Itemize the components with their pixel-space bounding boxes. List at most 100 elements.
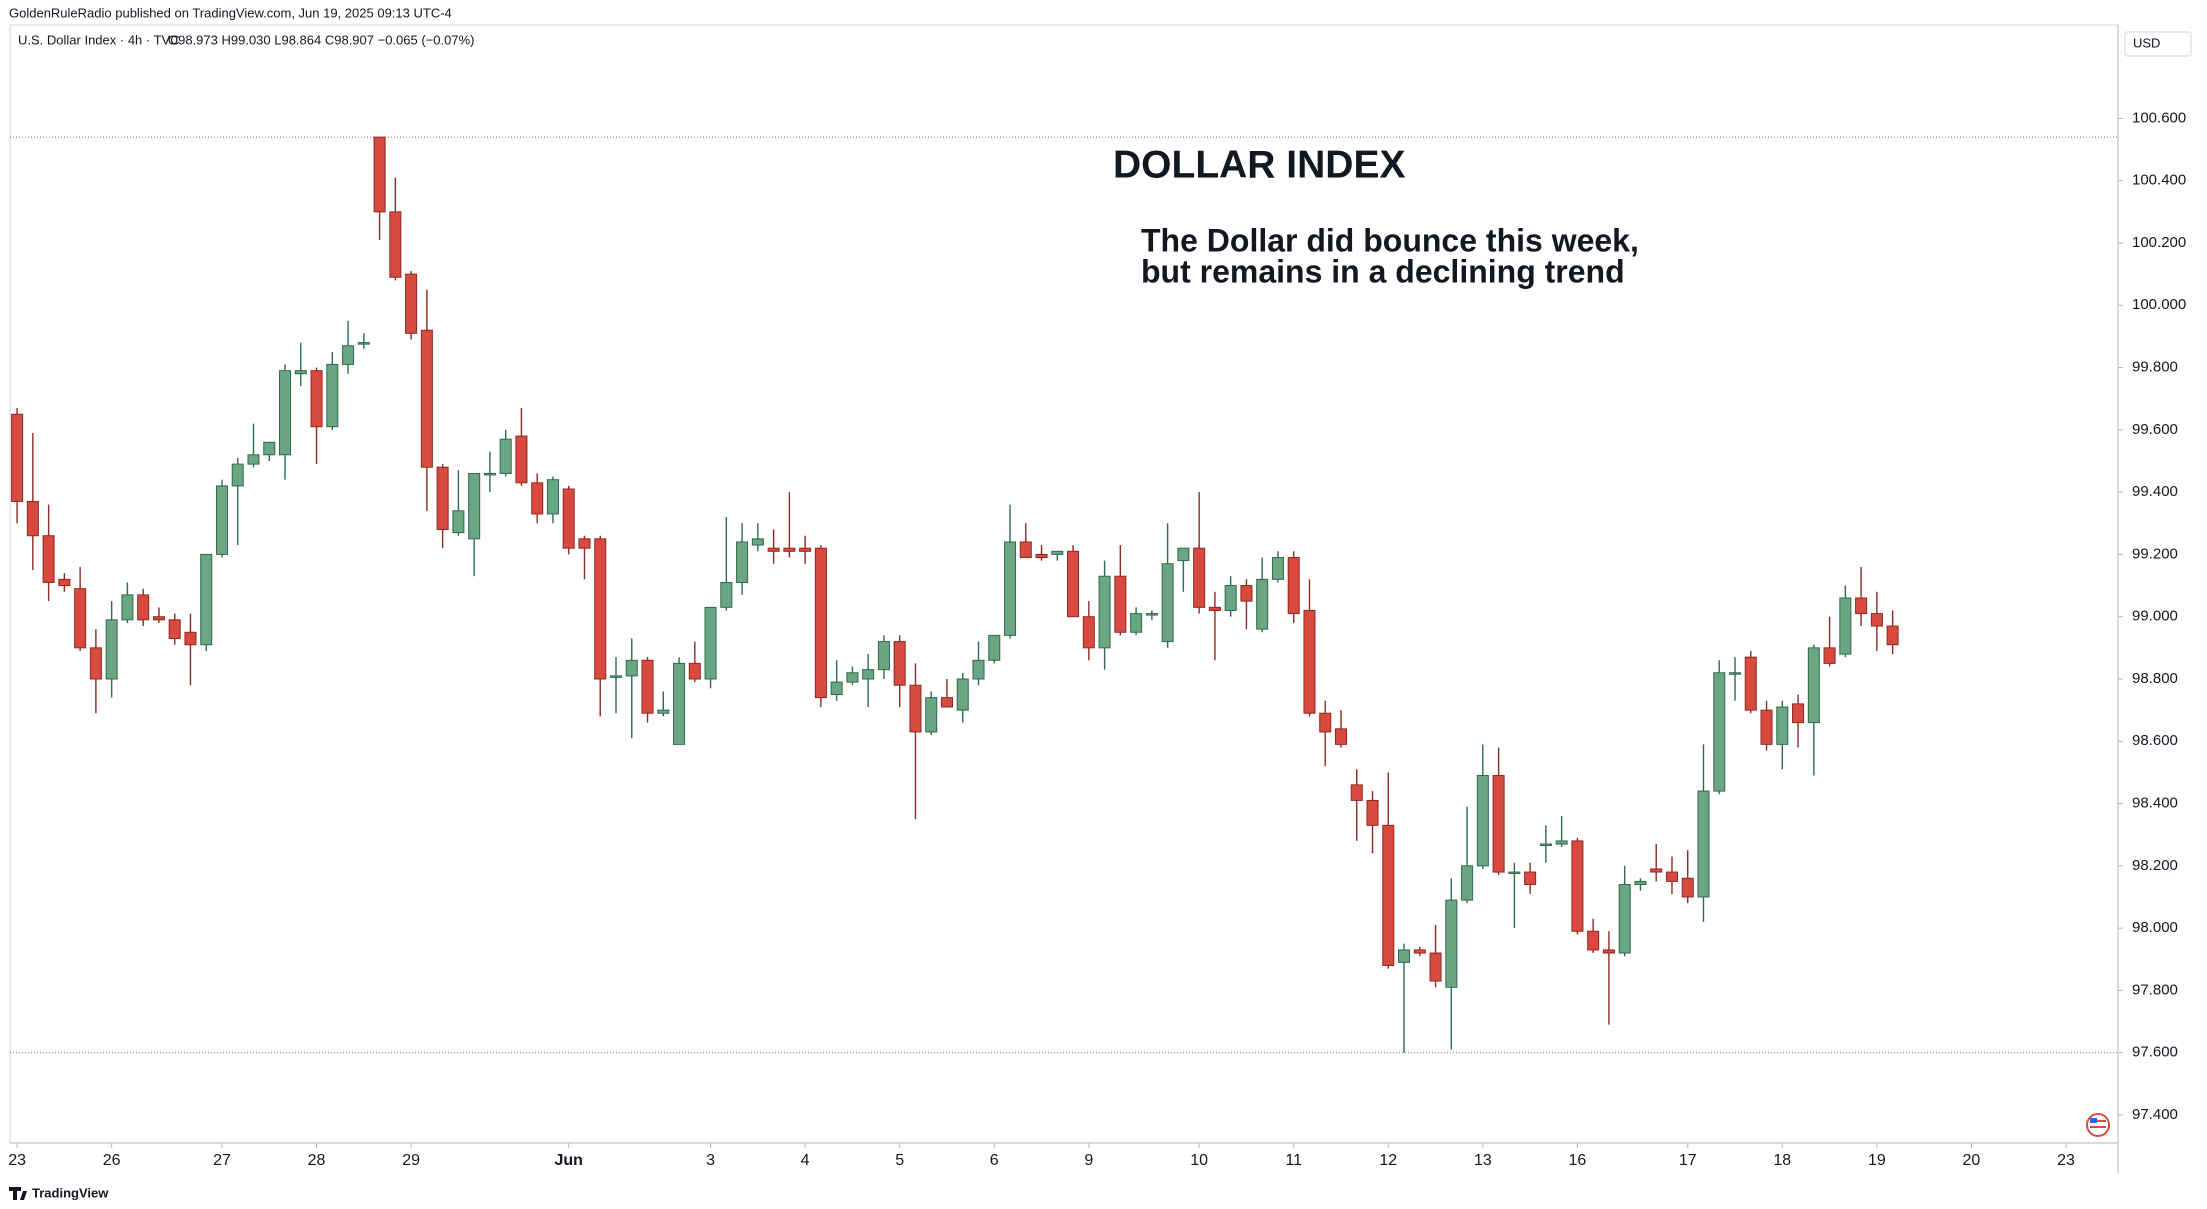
candle-body — [1319, 712, 1332, 733]
candle-body — [1035, 553, 1048, 559]
x-tick-label: 18 — [1773, 1152, 1791, 1169]
candle-body — [609, 675, 623, 678]
candle-body — [1082, 616, 1095, 649]
candle-body — [137, 594, 150, 621]
candle-body — [1555, 840, 1568, 845]
candle-body — [531, 482, 544, 515]
candle-body — [877, 641, 890, 671]
candle-body — [988, 634, 1001, 661]
candle-body — [1839, 597, 1852, 655]
candle-body — [846, 672, 859, 683]
candle-body — [1019, 541, 1032, 559]
candle-body — [215, 485, 228, 555]
y-tick-label: 97.800 — [2132, 981, 2178, 998]
candle-body — [342, 345, 355, 365]
candle-body — [42, 535, 55, 583]
candle-body — [1429, 952, 1442, 982]
x-tick-label: 9 — [1084, 1152, 1093, 1169]
candle-body — [294, 370, 307, 375]
candle-body — [247, 454, 260, 465]
candle-body — [152, 616, 165, 621]
candle-body — [105, 619, 118, 680]
candle-body — [499, 438, 512, 474]
y-tick-label: 98.400 — [2132, 795, 2178, 812]
y-tick-label: 100.000 — [2132, 296, 2186, 313]
candle-body — [121, 594, 134, 621]
candle-body — [783, 547, 796, 552]
candle-body — [483, 472, 496, 476]
y-tick-label: 97.400 — [2132, 1106, 2178, 1123]
x-tick-label: 12 — [1379, 1152, 1397, 1169]
candle-body — [1476, 775, 1489, 867]
candle-body — [420, 329, 433, 468]
candle-body — [1855, 597, 1868, 615]
candle-body — [594, 538, 607, 680]
candle-body — [515, 435, 528, 484]
candle-body — [893, 641, 906, 686]
candle-body — [231, 463, 244, 487]
y-tick-label: 98.600 — [2132, 732, 2178, 749]
candle-body — [1145, 613, 1158, 616]
candle-body — [1792, 703, 1805, 724]
y-tick-label: 98.800 — [2132, 670, 2178, 687]
candle-body — [1744, 656, 1757, 711]
x-tick-label: 26 — [103, 1152, 121, 1169]
candle-body — [1665, 871, 1678, 882]
currency: USD — [2133, 35, 2160, 50]
candle-body — [688, 662, 701, 680]
candle-body — [1350, 784, 1363, 801]
candle-body — [1366, 799, 1379, 826]
candle-body — [1571, 840, 1584, 932]
annotation: The Dollar did bounce this week, — [1141, 222, 1639, 258]
candle-body — [1524, 871, 1537, 886]
candle-body — [373, 136, 386, 213]
candle-body — [1492, 775, 1505, 873]
candle-body — [263, 441, 276, 456]
candle-body — [74, 588, 87, 649]
candle-body — [578, 538, 591, 549]
candle-body — [704, 606, 717, 680]
candle-body — [657, 709, 670, 714]
candle-body — [279, 370, 292, 456]
candle-body — [1114, 575, 1127, 633]
candle-body — [1886, 625, 1899, 646]
candle-body — [26, 500, 39, 537]
candle-body — [862, 669, 875, 680]
candle-body — [830, 681, 843, 696]
candle-body — [720, 581, 733, 608]
legend-ohlc: O98.973 H99.030 L98.864 C98.907 −0.065 (… — [168, 32, 474, 47]
candle-body — [1587, 930, 1600, 951]
candle-body — [1760, 709, 1773, 745]
currency-box — [2124, 31, 2192, 57]
annotation: but remains in a declining trend — [1141, 253, 1625, 289]
x-tick-label: 5 — [895, 1152, 904, 1169]
candle-body — [1177, 547, 1190, 562]
candle-body — [925, 697, 938, 733]
candle-body — [1208, 606, 1221, 611]
candle-body — [1382, 824, 1395, 966]
y-tick-label: 98.000 — [2132, 919, 2178, 936]
candle-body — [562, 488, 575, 549]
candle-body — [1618, 884, 1631, 954]
tv-logo — [9, 1187, 27, 1200]
candle-body — [1098, 575, 1111, 649]
candle-body — [1303, 609, 1316, 714]
candle-body — [814, 547, 827, 699]
candle-body — [1287, 557, 1300, 615]
candle-body — [357, 342, 370, 345]
candle-body — [389, 211, 402, 278]
candle-body — [1240, 585, 1253, 602]
candle-body — [1728, 672, 1742, 675]
x-tick-label: 13 — [1474, 1152, 1492, 1169]
flag-icon — [2086, 1113, 2110, 1137]
candle-body — [751, 538, 764, 546]
candle-body — [89, 647, 102, 680]
x-tick-label: Jun — [554, 1152, 582, 1169]
candle-body — [1713, 672, 1726, 792]
candle-body — [1776, 706, 1789, 745]
y-tick-label: 100.600 — [2132, 109, 2186, 126]
x-tick-label: 29 — [402, 1152, 420, 1169]
candle-body — [1271, 557, 1284, 580]
chart-title: DOLLAR INDEX — [1113, 143, 1406, 186]
